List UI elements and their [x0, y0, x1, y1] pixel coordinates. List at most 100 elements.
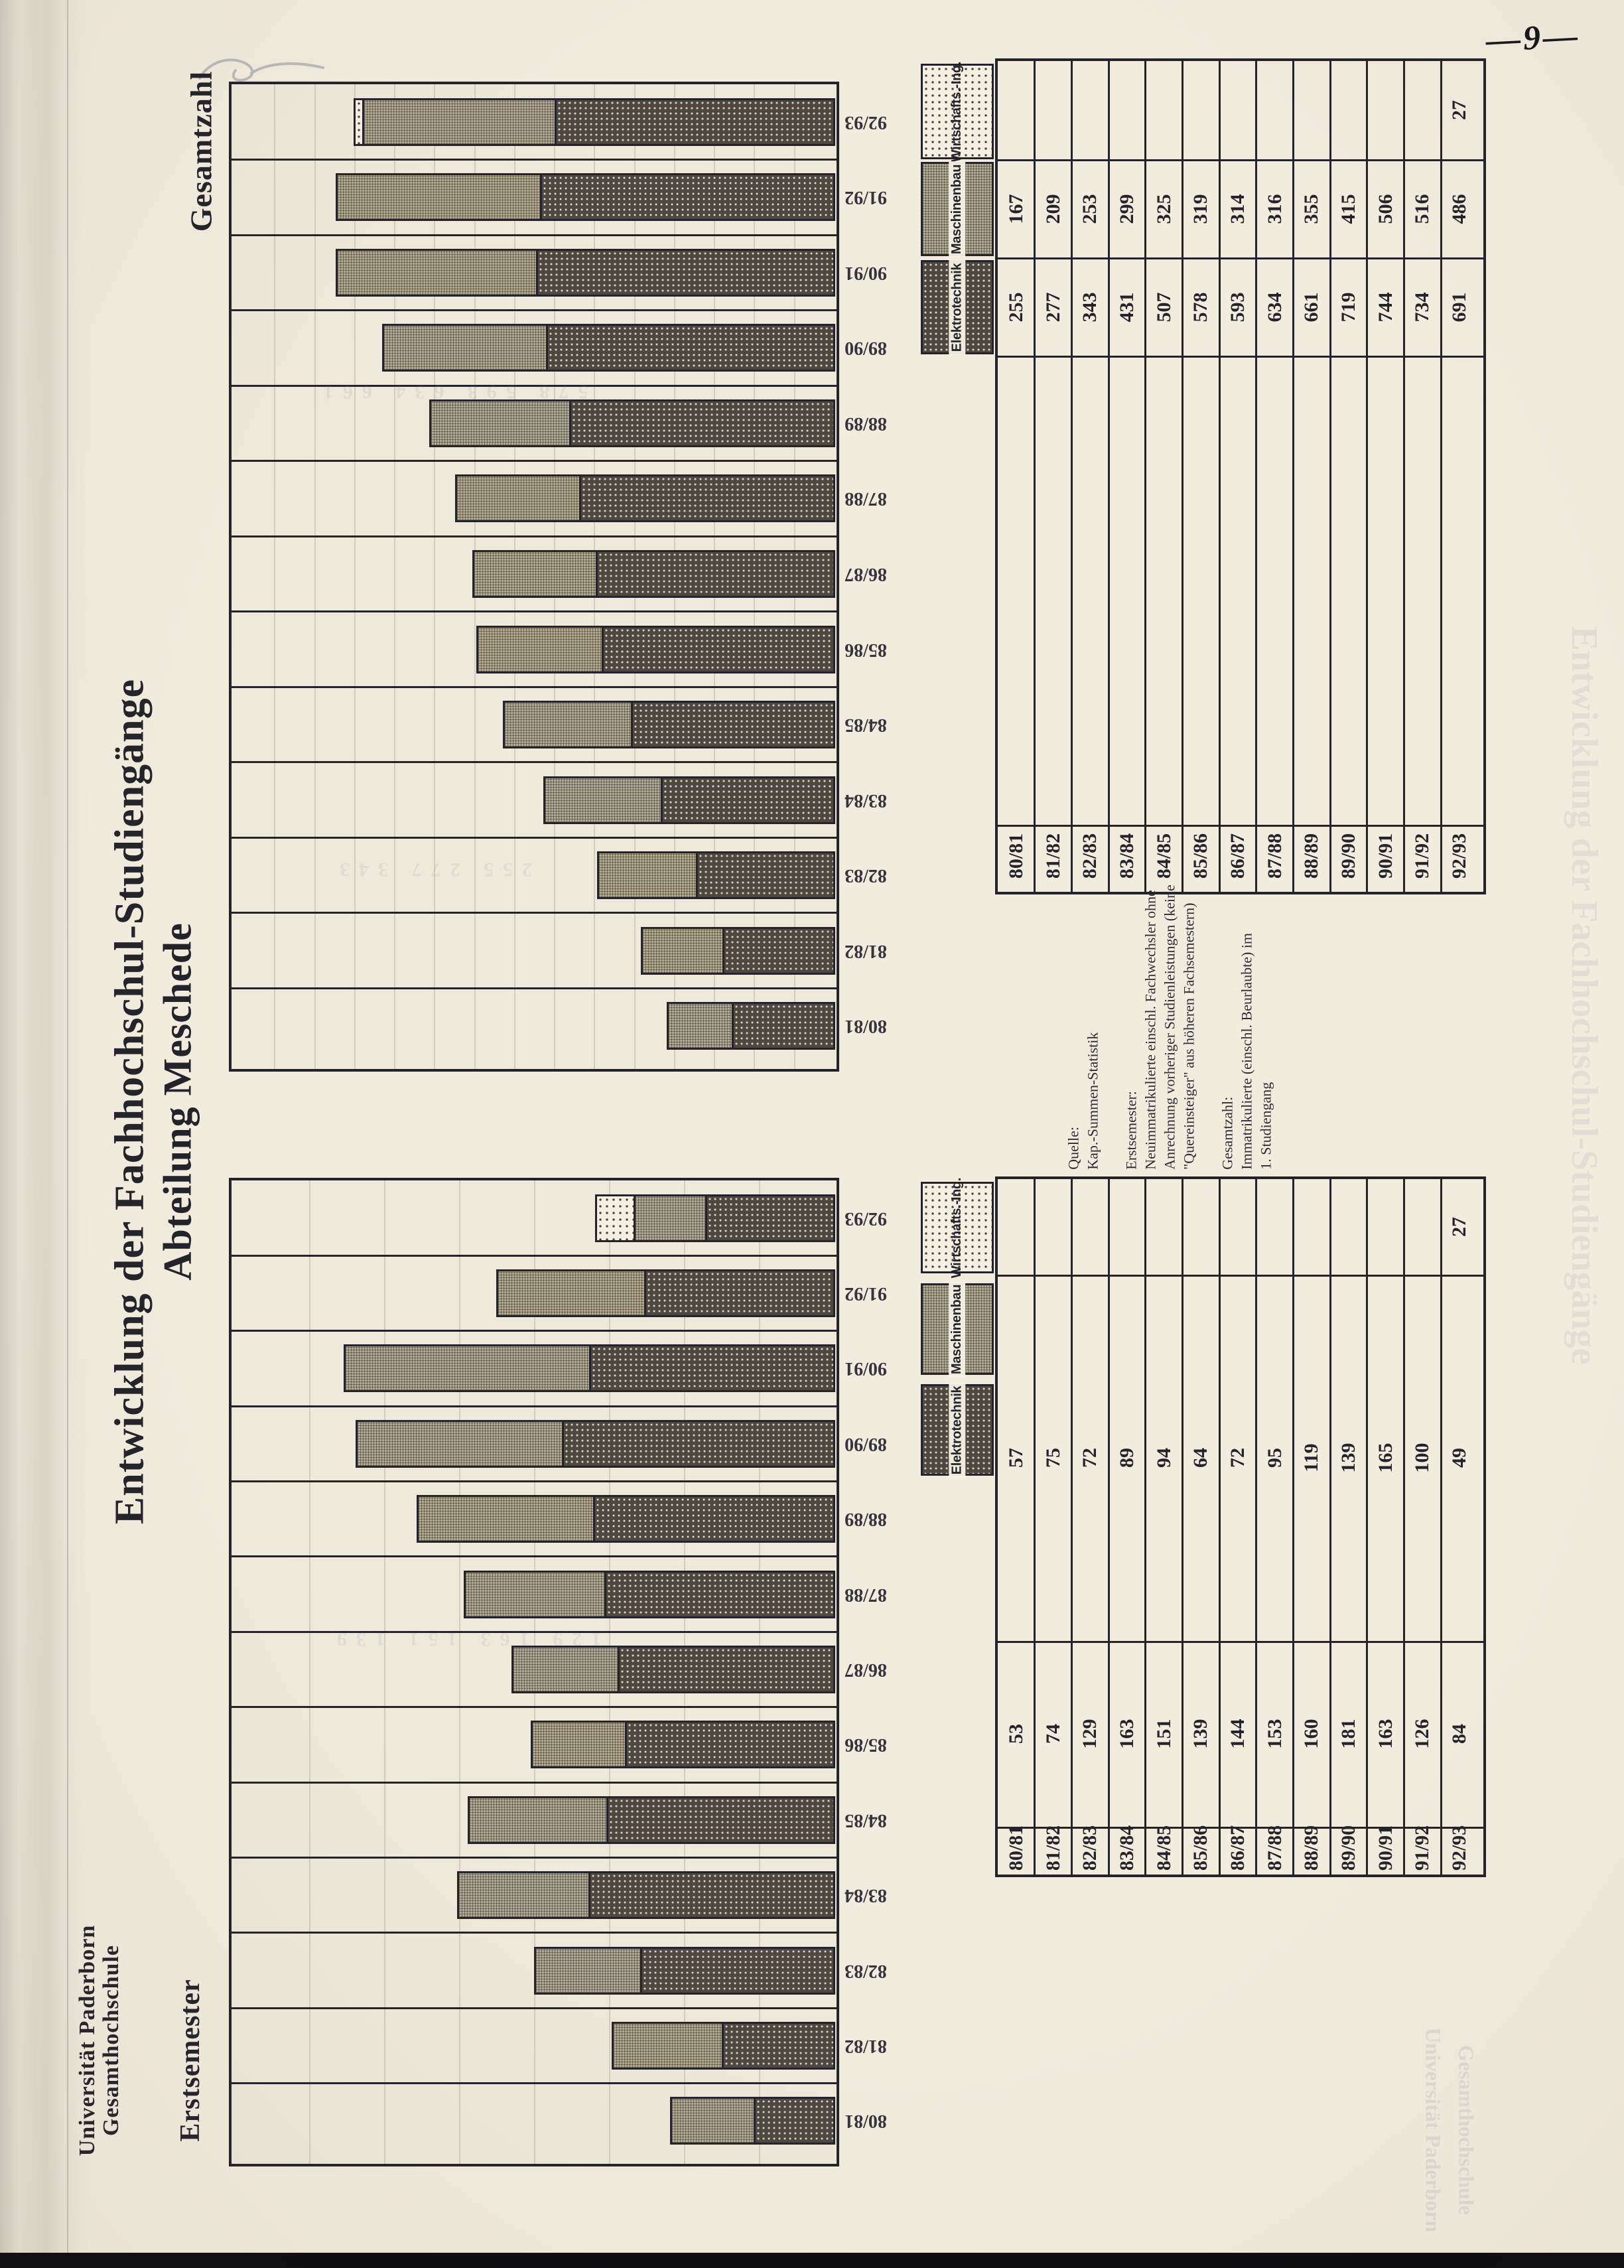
cell-year: 89/90: [1337, 1825, 1360, 1871]
cell-elektrotechnik: 255: [1004, 292, 1027, 322]
segment-maschinenbau: [641, 926, 724, 975]
cell-year: 83/84: [1115, 833, 1138, 879]
chart-gridline: [394, 84, 396, 1069]
chart-gridline: [459, 1180, 460, 2164]
axis-year-label: 86/87: [845, 1660, 887, 1680]
bleed-through-header2: Gesamthochschule: [1454, 2045, 1479, 2215]
axis-year-label: 88/89: [845, 1509, 887, 1530]
segment-elektrotechnik: [722, 926, 835, 975]
cell-elektrotechnik: 126: [1411, 1719, 1434, 1749]
lane-divider: [232, 1555, 837, 1558]
cell-elektrotechnik: 181: [1337, 1719, 1360, 1749]
chart-label-gesamtzahl: Gesamtzahl: [184, 70, 218, 232]
axis-year-label: 80/81: [845, 1016, 887, 1037]
cell-maschinenbau: 139: [1337, 1443, 1360, 1473]
cell-elektrotechnik: 719: [1337, 292, 1360, 322]
stacked-bar-90-91: [336, 248, 835, 297]
lane-divider: [232, 761, 837, 764]
cell-elektrotechnik: 129: [1079, 1719, 1101, 1749]
segment-maschinenbau: [356, 1419, 564, 1468]
segment-maschinenbau: [476, 625, 604, 673]
stacked-bar-86-87: [472, 550, 835, 598]
cell-elektrotechnik: 661: [1300, 292, 1323, 322]
segment-elektrotechnik: [589, 1344, 835, 1393]
lane-divider: [232, 1932, 837, 1934]
segment-maschinenbau: [336, 248, 538, 297]
segment-maschinenbau: [429, 399, 571, 447]
cell-year: 82/83: [1079, 833, 1101, 879]
segment-maschinenbau: [511, 1646, 620, 1693]
cell-year: 89/90: [1337, 833, 1360, 879]
cell-year: 84/85: [1152, 833, 1175, 879]
axis-year-label: 80/81: [845, 2111, 887, 2132]
cell-maschinenbau: 253: [1079, 194, 1101, 224]
legend-wirtschaftsing-bottom: Wirtschafts.-Ing.: [921, 1177, 994, 1278]
bleed-through-title: Entwicklung der Fachhochschul-Studiengän…: [1564, 626, 1605, 1365]
cell-elektrotechnik: 578: [1189, 292, 1212, 322]
cell-year: 85/86: [1189, 833, 1212, 879]
note-line: Quelle:: [1065, 1126, 1082, 1170]
axis-year-label: 87/88: [845, 488, 887, 510]
segment-elektrotechnik: [540, 173, 835, 222]
lane-divider: [232, 912, 837, 914]
stacked-bar-84-85: [503, 701, 835, 749]
segment-maschinenbau: [667, 1002, 734, 1050]
cell-maschinenbau: 119: [1300, 1443, 1323, 1472]
cell-maschinenbau: 89: [1115, 1448, 1138, 1468]
org-name-line1: Universität Paderborn: [75, 1924, 100, 2157]
cell-maschinenbau: 319: [1189, 194, 1212, 224]
scan-edge-bar: [0, 2253, 1624, 2268]
stacked-bar-85-86: [476, 625, 835, 673]
note-line: Immatrikulierte (einschl. Beurlaubte) im: [1238, 932, 1255, 1170]
cell-year: 82/83: [1079, 1825, 1101, 1871]
cell-maschinenbau: 355: [1300, 194, 1323, 224]
legend-maschinenbau-bottom: Maschinenbau: [921, 1281, 994, 1378]
cell-elektrotechnik: 507: [1152, 292, 1175, 322]
lane-divider: [232, 2082, 837, 2085]
stacked-bar-91-92: [496, 1269, 835, 1318]
page-title-line2: Abteilung Meschede: [155, 922, 200, 1281]
table-column-line: [1255, 1179, 1258, 1875]
table-column-line: [1218, 1179, 1221, 1875]
stacked-bar-82-83: [534, 1946, 835, 1995]
cell-elektrotechnik: 160: [1300, 1719, 1323, 1749]
axis-year-label: 83/84: [845, 1885, 887, 1906]
axis-year-label: 82/83: [845, 865, 887, 886]
table-column-line: [1107, 61, 1110, 892]
segment-maschinenbau: [455, 474, 581, 523]
cell-wirtschaftsing: 27: [1448, 100, 1471, 120]
note-line: Gesamtzahl:: [1219, 1096, 1236, 1170]
note-line: Anrechnung vorheriger Studienleistungen …: [1161, 885, 1178, 1170]
note-line: 1. Studiengang: [1257, 1082, 1274, 1170]
table-column-line: [1440, 1179, 1442, 1875]
stacked-bar-86-87: [511, 1646, 835, 1693]
cell-maschinenbau: 325: [1152, 194, 1175, 224]
table-column-line: [1292, 1179, 1295, 1875]
segment-maschinenbau: [472, 550, 598, 598]
cell-maschinenbau: 516: [1411, 194, 1434, 224]
table-column-line: [1218, 61, 1221, 892]
cell-year: 87/88: [1263, 833, 1286, 879]
chart-gridline: [274, 84, 276, 1069]
stacked-bar-80-81: [667, 1002, 835, 1050]
lane-divider: [232, 535, 837, 537]
cell-year: 86/87: [1227, 1825, 1249, 1871]
cell-elektrotechnik: 431: [1115, 292, 1138, 322]
cell-maschinenbau: 95: [1263, 1448, 1286, 1468]
table-column-line: [1034, 61, 1036, 892]
lane-divider: [232, 1480, 837, 1483]
segment-maschinenbau: [464, 1570, 606, 1618]
segment-elektrotechnik: [722, 2021, 835, 2070]
table-column-line: [1366, 1179, 1369, 1875]
segment-elektrotechnik: [579, 474, 835, 523]
note-line: Erstsemester:: [1122, 1091, 1140, 1170]
axis-year-label: 85/86: [845, 1735, 887, 1756]
cell-maschinenbau: 57: [1004, 1448, 1027, 1468]
lane-divider: [232, 234, 837, 236]
table-column-line: [1403, 1179, 1406, 1875]
table-gesamtzahl: 167 255 80/81 209 277 81/82 253 343 82/83 299 431 8…: [995, 58, 1486, 894]
segment-maschinenbau: [382, 324, 548, 372]
legend-maschinenbau-top: Maschinenbau: [921, 161, 994, 257]
cell-elektrotechnik: 744: [1374, 292, 1396, 322]
